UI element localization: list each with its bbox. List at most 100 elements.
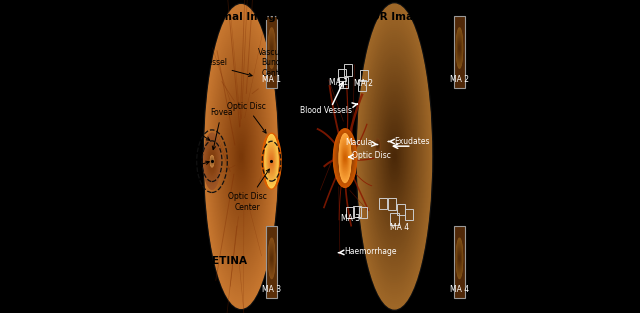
Ellipse shape bbox=[216, 50, 267, 263]
Ellipse shape bbox=[268, 147, 275, 175]
Ellipse shape bbox=[269, 151, 274, 171]
Ellipse shape bbox=[380, 94, 410, 219]
Ellipse shape bbox=[269, 31, 275, 65]
Ellipse shape bbox=[342, 144, 348, 172]
Ellipse shape bbox=[336, 136, 354, 180]
Bar bbox=[353, 206, 361, 217]
Ellipse shape bbox=[211, 156, 214, 167]
Ellipse shape bbox=[265, 143, 278, 179]
Bar bbox=[388, 198, 396, 210]
Ellipse shape bbox=[209, 150, 216, 172]
Ellipse shape bbox=[269, 28, 275, 68]
Ellipse shape bbox=[209, 151, 215, 172]
Ellipse shape bbox=[333, 129, 356, 187]
Ellipse shape bbox=[266, 137, 277, 185]
Ellipse shape bbox=[339, 134, 351, 182]
Ellipse shape bbox=[207, 144, 217, 178]
Ellipse shape bbox=[214, 46, 268, 267]
Ellipse shape bbox=[366, 40, 423, 273]
Bar bbox=[454, 226, 465, 298]
Ellipse shape bbox=[383, 111, 406, 202]
Ellipse shape bbox=[271, 255, 272, 261]
Bar bbox=[266, 226, 277, 298]
Ellipse shape bbox=[377, 141, 379, 150]
Ellipse shape bbox=[263, 137, 280, 185]
Ellipse shape bbox=[271, 160, 272, 162]
Ellipse shape bbox=[210, 155, 214, 168]
Ellipse shape bbox=[266, 141, 276, 182]
Ellipse shape bbox=[210, 26, 273, 287]
Ellipse shape bbox=[271, 254, 272, 262]
Text: RETINA: RETINA bbox=[204, 256, 247, 266]
Ellipse shape bbox=[227, 98, 255, 215]
Ellipse shape bbox=[207, 143, 218, 179]
Ellipse shape bbox=[344, 155, 346, 161]
Ellipse shape bbox=[371, 57, 419, 256]
Ellipse shape bbox=[240, 153, 242, 160]
Ellipse shape bbox=[270, 247, 273, 269]
Ellipse shape bbox=[218, 58, 265, 255]
Ellipse shape bbox=[457, 30, 462, 66]
Ellipse shape bbox=[207, 146, 216, 176]
Ellipse shape bbox=[211, 159, 212, 164]
Ellipse shape bbox=[269, 244, 274, 273]
Text: MA 3: MA 3 bbox=[262, 285, 281, 294]
Ellipse shape bbox=[457, 31, 462, 65]
Ellipse shape bbox=[213, 41, 269, 272]
Ellipse shape bbox=[344, 156, 346, 161]
Ellipse shape bbox=[457, 32, 462, 64]
Ellipse shape bbox=[376, 80, 413, 233]
Text: Blood Vessel: Blood Vessel bbox=[179, 58, 252, 76]
Ellipse shape bbox=[378, 86, 412, 227]
Text: Blood Vessels: Blood Vessels bbox=[300, 103, 357, 115]
Ellipse shape bbox=[269, 33, 274, 63]
Ellipse shape bbox=[376, 82, 413, 231]
Ellipse shape bbox=[374, 74, 415, 239]
Ellipse shape bbox=[457, 243, 462, 274]
Ellipse shape bbox=[458, 36, 461, 60]
Ellipse shape bbox=[458, 247, 461, 269]
Ellipse shape bbox=[361, 18, 428, 295]
Ellipse shape bbox=[356, 3, 433, 310]
Ellipse shape bbox=[363, 27, 426, 286]
Ellipse shape bbox=[266, 139, 276, 183]
Ellipse shape bbox=[239, 149, 243, 164]
Text: Optic Disc: Optic Disc bbox=[227, 102, 266, 133]
Ellipse shape bbox=[234, 124, 249, 189]
Text: Exudates: Exudates bbox=[388, 137, 429, 146]
Ellipse shape bbox=[236, 132, 247, 181]
Ellipse shape bbox=[211, 157, 213, 165]
Ellipse shape bbox=[341, 143, 349, 173]
Ellipse shape bbox=[362, 25, 426, 288]
Ellipse shape bbox=[271, 158, 272, 164]
Ellipse shape bbox=[393, 149, 396, 164]
Ellipse shape bbox=[372, 67, 416, 246]
Ellipse shape bbox=[268, 149, 275, 174]
Ellipse shape bbox=[211, 158, 213, 164]
Ellipse shape bbox=[223, 80, 259, 232]
Ellipse shape bbox=[207, 16, 275, 297]
Ellipse shape bbox=[364, 29, 426, 284]
Ellipse shape bbox=[207, 14, 275, 299]
Ellipse shape bbox=[385, 118, 404, 195]
Ellipse shape bbox=[360, 13, 429, 300]
Ellipse shape bbox=[344, 154, 346, 162]
Ellipse shape bbox=[271, 41, 273, 55]
Ellipse shape bbox=[269, 153, 273, 169]
Bar bbox=[338, 69, 346, 81]
Bar bbox=[405, 209, 413, 220]
Ellipse shape bbox=[271, 45, 272, 51]
Ellipse shape bbox=[343, 154, 347, 162]
Text: Normal Image: Normal Image bbox=[200, 12, 283, 22]
Ellipse shape bbox=[204, 135, 220, 187]
Ellipse shape bbox=[212, 35, 270, 278]
Ellipse shape bbox=[376, 140, 380, 151]
Ellipse shape bbox=[343, 149, 348, 167]
Ellipse shape bbox=[205, 140, 218, 183]
Ellipse shape bbox=[458, 40, 461, 56]
Ellipse shape bbox=[233, 122, 250, 191]
Ellipse shape bbox=[393, 151, 396, 162]
Ellipse shape bbox=[456, 28, 463, 68]
Ellipse shape bbox=[458, 252, 460, 264]
Ellipse shape bbox=[268, 146, 275, 176]
